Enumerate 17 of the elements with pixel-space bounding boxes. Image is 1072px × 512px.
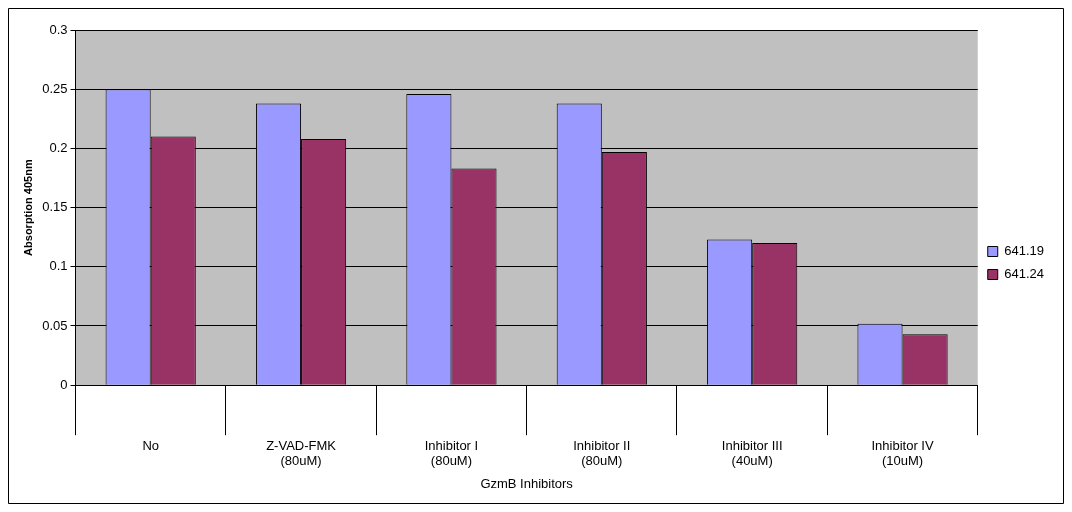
x-tick-label: No bbox=[142, 437, 159, 453]
x-tick-label: Inhibitor III (40uM) bbox=[721, 437, 783, 469]
x-tick-label: Z-VAD-FMK (80uM) bbox=[266, 437, 337, 469]
x-axis-title: GzmB Inhibitors bbox=[480, 475, 574, 491]
y-tick-label: 0.05 bbox=[42, 317, 68, 333]
y-tick-label: 0.1 bbox=[49, 258, 68, 274]
y-tick-label: 0.25 bbox=[42, 80, 68, 96]
legend-label: 641.24 bbox=[1004, 266, 1044, 282]
y-tick-label: 0.3 bbox=[49, 21, 68, 37]
x-tick-label: Inhibitor I (80uM) bbox=[424, 437, 479, 469]
x-tick-label: Inhibitor II (80uM) bbox=[573, 437, 631, 469]
y-axis-title: Absorption 405nm bbox=[21, 159, 34, 256]
y-tick-label: 0.15 bbox=[42, 199, 68, 215]
x-tick-label: Inhibitor IV (10uM) bbox=[871, 437, 934, 469]
y-tick-label: 0.2 bbox=[49, 139, 68, 155]
legend-label: 641.19 bbox=[1004, 243, 1044, 259]
y-tick-label: 0 bbox=[60, 376, 68, 392]
